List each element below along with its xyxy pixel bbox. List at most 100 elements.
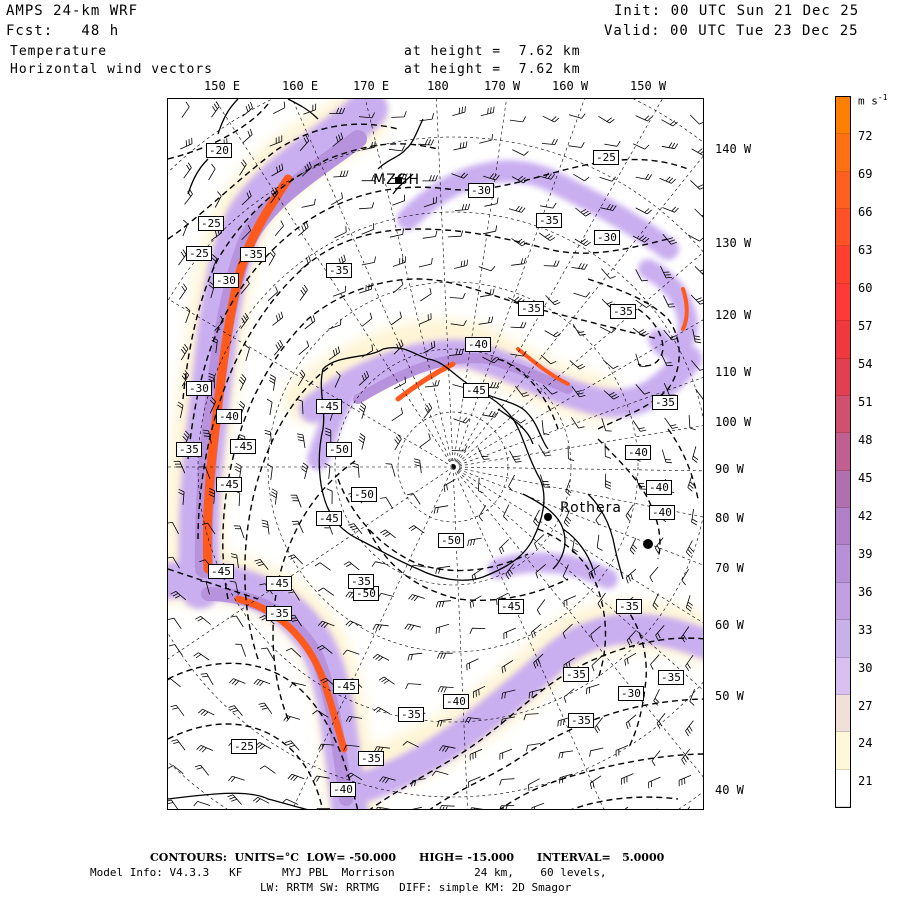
wind-barb — [200, 580, 210, 595]
wind-barb — [394, 376, 406, 390]
wind-barb — [655, 625, 665, 641]
wind-barb — [269, 135, 283, 147]
colorbar-segment — [836, 171, 850, 210]
wind-barb — [298, 221, 309, 237]
wind-barb — [288, 554, 303, 565]
wind-barb — [300, 255, 311, 270]
lat-label: 80 W — [715, 511, 744, 525]
wind-barb — [358, 202, 375, 210]
wind-barb — [273, 101, 286, 114]
wind-barb — [168, 522, 179, 535]
wind-barb — [376, 806, 391, 809]
station-mzgh-marker — [395, 177, 402, 184]
wind-barb — [361, 344, 374, 358]
wind-barb — [199, 466, 211, 480]
wind-barb — [261, 519, 270, 535]
colorbar-unit-text: m s — [858, 94, 878, 108]
wind-barb — [419, 433, 431, 448]
wind-barb — [332, 285, 346, 297]
wind-barb — [663, 329, 678, 341]
wind-barb — [690, 294, 703, 305]
wind-barb — [572, 323, 586, 336]
wind-barb — [184, 188, 193, 205]
wind-barb — [168, 644, 183, 656]
contour-label: -40 — [625, 445, 651, 460]
wind-barb — [511, 175, 529, 184]
wind-barb — [267, 463, 273, 481]
contour-label: -35 — [348, 574, 374, 589]
wind-barb — [348, 523, 363, 535]
contour-label: -30 — [213, 273, 239, 288]
wind-barb — [536, 599, 546, 616]
station-rothera-marker — [544, 513, 552, 521]
wind-barb — [230, 553, 239, 568]
wind-barb — [534, 534, 545, 550]
wind-barb — [688, 415, 696, 431]
colorbar-tick-label: 48 — [858, 432, 873, 447]
colorbar-tick-label: 72 — [858, 129, 873, 143]
contour-label: -40 — [646, 480, 672, 495]
wind-barb — [268, 249, 276, 266]
wind-barb — [361, 312, 373, 327]
wind-barb — [604, 473, 612, 490]
wind-barb — [239, 159, 247, 176]
wind-barb — [662, 206, 679, 213]
wind-barb — [168, 765, 184, 775]
wind-barb — [526, 743, 541, 752]
wind-barb — [423, 402, 433, 419]
wind-barb — [437, 652, 453, 659]
wind-barb — [509, 415, 526, 424]
wind-barb — [656, 808, 659, 809]
wind-barb — [168, 556, 180, 569]
wind-barb — [380, 529, 396, 539]
wind-barb — [624, 652, 637, 666]
wind-barb — [402, 741, 419, 748]
wind-barb — [196, 745, 213, 753]
station-marker — [643, 539, 653, 549]
wind-barb — [563, 688, 575, 703]
wind-barb — [261, 647, 274, 660]
wind-barb — [568, 142, 585, 148]
contour-label: -35 — [240, 247, 266, 262]
wind-barb — [312, 710, 329, 718]
wind-barb — [685, 540, 694, 557]
wind-barb — [692, 446, 699, 463]
colorbar-segment — [836, 769, 850, 807]
wind-barb — [448, 348, 464, 356]
wind-barb — [538, 172, 555, 180]
wind-barb — [565, 479, 572, 496]
wind-barb — [228, 775, 245, 783]
wind-barb — [291, 520, 304, 534]
wind-barb — [254, 742, 272, 750]
wind-barb — [407, 493, 421, 505]
wind-barb — [235, 643, 247, 657]
wind-barb — [252, 796, 270, 804]
colorbar-tick-label: 54 — [858, 356, 873, 371]
wind-barb — [408, 525, 425, 534]
wind-barb — [477, 447, 490, 460]
wind-barb — [419, 113, 434, 122]
wind-barb — [661, 119, 678, 127]
wind-barb — [625, 714, 637, 730]
wind-barb — [358, 370, 370, 386]
wind-barb — [472, 685, 486, 698]
wind-barb — [240, 312, 249, 329]
wind-barb — [214, 191, 222, 208]
wind-barb — [603, 808, 605, 809]
wind-barb — [604, 140, 621, 147]
wind-barb — [182, 430, 190, 448]
wind-barb — [202, 429, 212, 444]
contour-label: -45 — [498, 599, 524, 614]
wind-barb — [650, 654, 660, 670]
colorbar-tick-label: 69 — [858, 166, 873, 181]
colorbar-tick-label: 66 — [858, 204, 873, 219]
contour-label: -40 — [216, 409, 242, 424]
wind-barb — [180, 343, 189, 361]
lon-label: 150 W — [630, 79, 667, 93]
wind-barb — [685, 720, 694, 737]
wind-barb — [185, 306, 191, 324]
wind-barb — [541, 138, 558, 145]
wind-barb — [510, 321, 527, 329]
wind-barb — [420, 287, 432, 302]
contour-label: -35 — [518, 301, 544, 316]
